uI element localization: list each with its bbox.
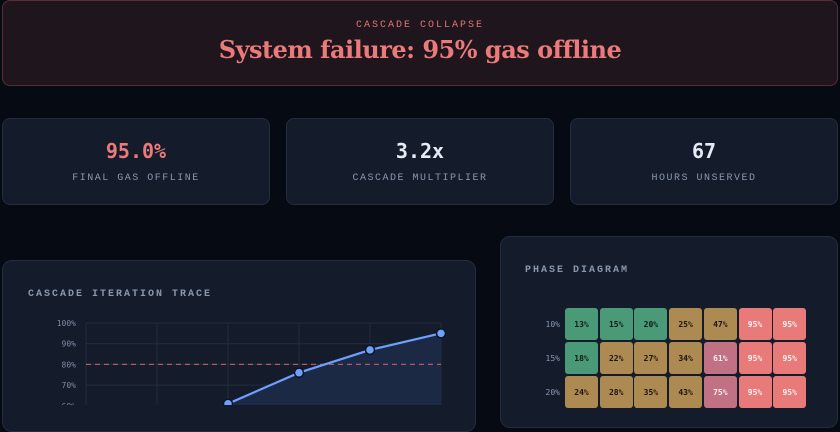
panel-title: CASCADE ITERATION TRACE	[28, 289, 213, 300]
row-label: 10%	[545, 320, 560, 329]
heatmap-cell: 27%	[634, 342, 668, 374]
stat-value: 3.2x	[395, 139, 445, 163]
y-tick-label: 90%	[62, 340, 77, 349]
heatmap-cell: 22%	[599, 342, 633, 374]
heatmap-cell: 95%	[773, 342, 807, 374]
heatmap-cell: 18%	[565, 342, 598, 374]
stat-value: 95.0%	[105, 139, 167, 163]
heatmap-cell: 95%	[738, 308, 772, 340]
heatmap-cell: 35%	[634, 376, 668, 408]
cascade-trace-chart: 100% 90% 80% 70% 60%	[57, 319, 447, 405]
stat-label: FINAL GAS OFFLINE	[72, 173, 200, 184]
stat-label: CASCADE MULTIPLIER	[352, 173, 488, 184]
heatmap-cell: 25%	[669, 308, 703, 340]
stat-card-cascade-multiplier: 3.2x CASCADE MULTIPLIER	[286, 118, 554, 205]
heatmap-cell: 43%	[669, 376, 703, 408]
heatmap-cell: 24%	[565, 376, 598, 408]
heatmap-cell: 20%	[634, 308, 668, 340]
y-tick-label: 60%	[62, 402, 77, 405]
heatmap-cell: 15%	[599, 308, 633, 340]
status-banner: CASCADE COLLAPSE System failure: 95% gas…	[2, 0, 838, 86]
row-label: 20%	[545, 388, 560, 397]
heatmap-cell: 95%	[773, 376, 807, 408]
heatmap-cell: 75%	[703, 376, 737, 408]
heatmap-cell: 28%	[599, 376, 633, 408]
banner-title: System failure: 95% gas offline	[218, 35, 622, 64]
stat-card-hours-unserved: 67 HOURS UNSERVED	[570, 118, 838, 205]
heatmap-cell: 61%	[703, 342, 737, 374]
data-point	[364, 344, 376, 356]
banner-kicker: CASCADE COLLAPSE	[355, 20, 484, 31]
heatmap-cell: 95%	[773, 308, 807, 340]
y-tick-label: 70%	[62, 381, 77, 390]
heatmap-cell: 13%	[565, 308, 598, 340]
data-point	[222, 398, 234, 405]
area-fill	[187, 333, 441, 405]
data-point	[293, 367, 305, 378]
row-label: 15%	[545, 354, 560, 363]
heatmap-cell: 95%	[738, 342, 772, 374]
stat-value: 67	[691, 139, 717, 163]
heatmap-cell: 34%	[669, 342, 703, 374]
stat-card-final-gas-offline: 95.0% FINAL GAS OFFLINE	[2, 118, 270, 205]
panel-title: PHASE DIAGRAM	[525, 265, 630, 276]
data-point	[435, 328, 447, 339]
y-tick-label: 80%	[62, 360, 77, 369]
heatmap-cell: 47%	[703, 308, 737, 340]
y-tick-label: 100%	[57, 319, 76, 328]
stat-label: HOURS UNSERVED	[651, 173, 757, 184]
heatmap-cell: 95%	[738, 376, 772, 408]
